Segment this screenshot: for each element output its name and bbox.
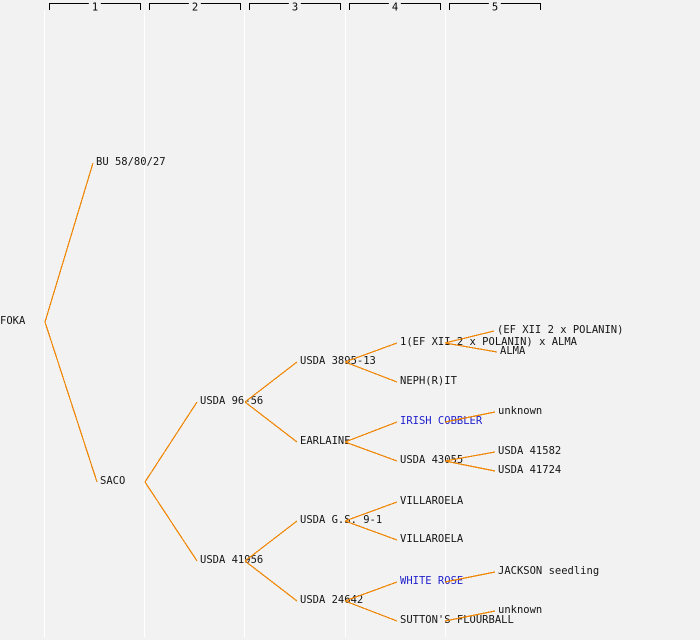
pedigree-node-jackson-seedling: JACKSON seedling (498, 565, 600, 578)
edge-line (344, 441, 398, 462)
column-header-box: 2 (149, 2, 241, 14)
edge-line (44, 162, 94, 323)
column-header-label: 2 (188, 2, 202, 14)
pedigree-node-alma: ALMA (500, 345, 526, 358)
pedigree-node-usda-41582: USDA 41582 (498, 445, 562, 458)
edge-line (344, 421, 398, 443)
gridline (445, 10, 446, 637)
edge-line (44, 321, 98, 483)
edge-line (144, 401, 198, 483)
pedigree-node-villaroela-2: VILLAROELA (400, 533, 464, 546)
pedigree-node-foka: FOKA (0, 315, 26, 328)
pedigree-node-usda-41724: USDA 41724 (498, 464, 562, 477)
column-header-label: 3 (288, 2, 302, 14)
column-header-label: 4 (388, 2, 402, 14)
pedigree-node-nephrit: NEPH(R)IT (400, 375, 457, 388)
pedigree-node-suttons-flourball: SUTTON'S FLOURBALL (400, 614, 514, 627)
gridline (144, 10, 145, 637)
gridline (345, 10, 346, 637)
gridline (44, 10, 45, 637)
column-header-box: 3 (249, 2, 341, 14)
pedigree-node-unknown-1: unknown (498, 405, 543, 418)
pedigree-node-bu-58-80-27: BU 58/80/27 (96, 156, 166, 169)
gridline (244, 10, 245, 637)
column-header-box: 1 (49, 2, 141, 14)
column-header-label: 5 (488, 2, 502, 14)
pedigree-node-usda-96-56: USDA 96-56 (200, 395, 264, 408)
pedigree-node-saco: SACO (100, 475, 126, 488)
column-header-label: 1 (88, 2, 102, 14)
pedigree-node-irish-cobbler[interactable]: IRISH COBBLER (400, 415, 483, 428)
column-header-box: 5 (449, 2, 541, 14)
edge-line (144, 481, 198, 562)
pedigree-node-usda-43055: USDA 43055 (400, 454, 464, 467)
pedigree-node-unknown-2: unknown (498, 604, 543, 617)
pedigree-node-usda-gs-9-1: USDA G.S. 9-1 (300, 514, 383, 527)
column-header-box: 4 (349, 2, 441, 14)
pedigree-node-ef-xii-polanin: (EF XII 2 x POLANIN) (497, 324, 624, 337)
pedigree-node-white-rose[interactable]: WHITE ROSE (400, 575, 464, 588)
pedigree-node-villaroela-1: VILLAROELA (400, 495, 464, 508)
pedigree-node-usda-24642: USDA 24642 (300, 594, 364, 607)
pedigree-node-usda-3895-13: USDA 3895-13 (300, 355, 376, 368)
pedigree-node-earlaine: EARLAINE (300, 435, 351, 448)
pedigree-node-ef-xii-x-alma: 1(EF XII 2 x POLANIN) x ALMA (400, 336, 578, 349)
pedigree-node-usda-41956: USDA 41956 (200, 554, 264, 567)
